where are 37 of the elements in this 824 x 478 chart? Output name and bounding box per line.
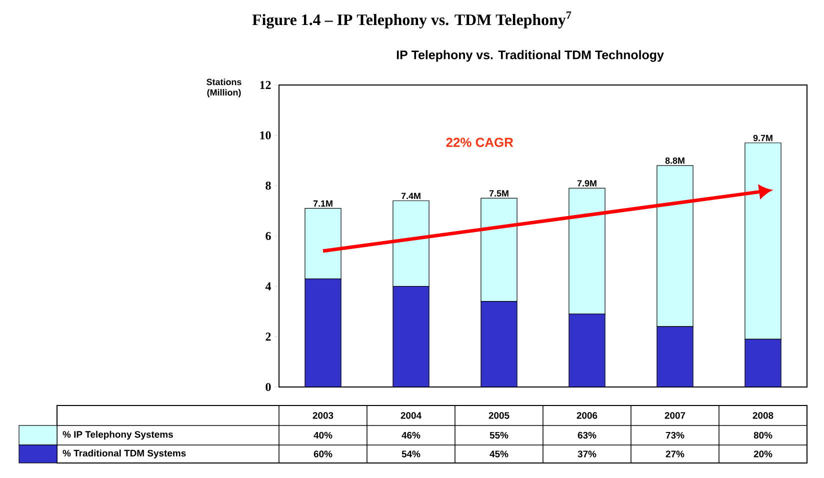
x-tick-label: 2004 bbox=[400, 412, 422, 419]
total-label: 7.1M bbox=[313, 200, 332, 207]
text: 45% bbox=[490, 450, 508, 458]
text: 46% bbox=[402, 432, 420, 439]
text: 54% bbox=[402, 450, 420, 458]
text: 40% bbox=[314, 432, 332, 439]
x-tick-label: 2007 bbox=[664, 412, 686, 419]
x-tick-label: 2006 bbox=[576, 412, 598, 419]
text: 63% bbox=[578, 432, 596, 439]
total-label: 7.4M bbox=[401, 192, 420, 200]
text: 60% bbox=[314, 450, 332, 458]
chart-title: Figure 1.4 – IP Telephony vs. TDM Telephony$^{7}$ bbox=[252, 11, 572, 29]
text: 37% bbox=[578, 450, 596, 458]
text: 20% bbox=[754, 450, 772, 458]
y-axis-title: Stations (Million) bbox=[206, 78, 242, 98]
legend-label: % Traditional TDM Systems bbox=[62, 450, 186, 458]
y-tick-label: 8 bbox=[266, 182, 271, 190]
text: 55% bbox=[490, 432, 508, 439]
total-label: 7.9M bbox=[577, 180, 596, 186]
legend-label: % IP Telephony Systems bbox=[62, 430, 173, 440]
text: 73% bbox=[666, 432, 684, 439]
total-label: 8.8M bbox=[665, 157, 684, 164]
total-label: 9.7M bbox=[753, 134, 772, 142]
y-tick-label: 10 bbox=[260, 131, 271, 140]
y-tick-label: 4 bbox=[265, 282, 272, 290]
annotation: 22% CAGR bbox=[446, 138, 514, 147]
y-tick-label: 0 bbox=[266, 382, 271, 392]
total-label: 7.5M bbox=[489, 190, 508, 197]
x-tick-label: 2005 bbox=[488, 412, 510, 419]
text: 80% bbox=[754, 432, 772, 439]
y-tick-label: 12 bbox=[260, 81, 271, 89]
x-tick-label: 2003 bbox=[312, 412, 334, 419]
x-tick-label: 2008 bbox=[752, 412, 774, 419]
y-tick-label: 6 bbox=[266, 232, 271, 240]
y-tick-label: 2 bbox=[266, 332, 271, 341]
text: 27% bbox=[666, 450, 684, 458]
chart-subtitle: IP Telephony vs. Traditional TDM Technology bbox=[396, 50, 664, 62]
